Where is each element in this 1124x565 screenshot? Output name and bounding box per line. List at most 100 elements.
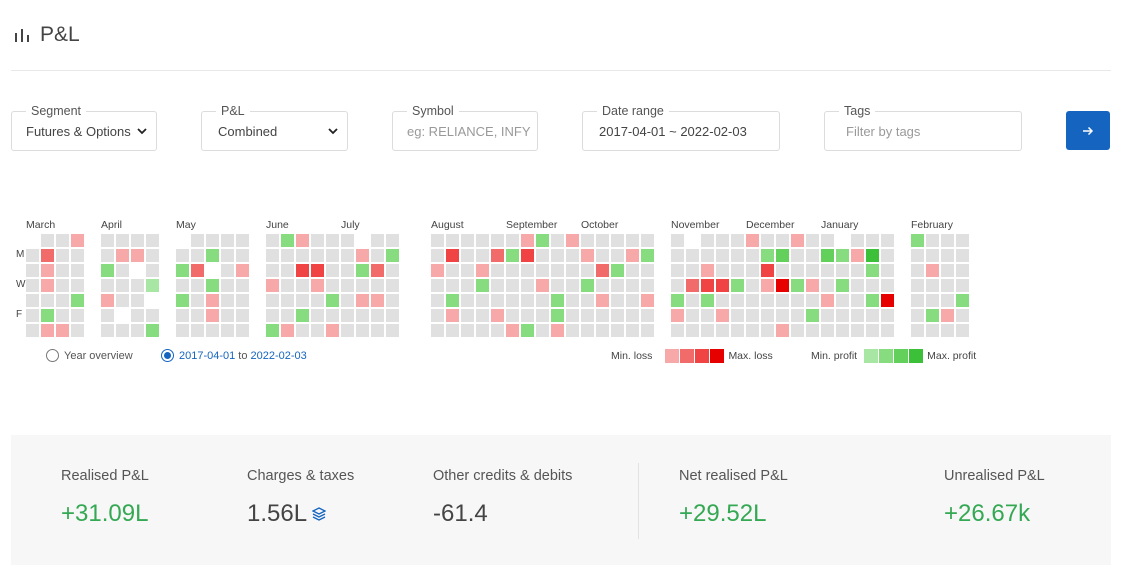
- heatmap-day-cell[interactable]: [956, 324, 969, 337]
- heatmap-day-cell[interactable]: [356, 324, 369, 337]
- heatmap-day-cell[interactable]: [386, 294, 399, 307]
- heatmap-day-cell[interactable]: [116, 264, 129, 277]
- heatmap-day-cell[interactable]: [776, 324, 789, 337]
- heatmap-day-cell[interactable]: [371, 249, 384, 262]
- heatmap-day-cell[interactable]: [311, 249, 324, 262]
- heatmap-day-cell[interactable]: [491, 324, 504, 337]
- heatmap-day-cell[interactable]: [131, 324, 144, 337]
- heatmap-day-cell[interactable]: [536, 294, 549, 307]
- heatmap-day-cell[interactable]: [281, 309, 294, 322]
- heatmap-day-cell[interactable]: [446, 324, 459, 337]
- heatmap-day-cell[interactable]: [281, 279, 294, 292]
- heatmap-day-cell[interactable]: [41, 234, 54, 247]
- heatmap-day-cell[interactable]: [776, 294, 789, 307]
- heatmap-day-cell[interactable]: [101, 249, 114, 262]
- heatmap-day-cell[interactable]: [446, 264, 459, 277]
- heatmap-day-cell[interactable]: [566, 279, 579, 292]
- heatmap-day-cell[interactable]: [431, 249, 444, 262]
- heatmap-day-cell[interactable]: [146, 309, 159, 322]
- submit-button[interactable]: [1066, 111, 1110, 150]
- heatmap-day-cell[interactable]: [806, 264, 819, 277]
- heatmap-day-cell[interactable]: [806, 294, 819, 307]
- heatmap-day-cell[interactable]: [476, 294, 489, 307]
- heatmap-day-cell[interactable]: [686, 264, 699, 277]
- heatmap-day-cell[interactable]: [686, 294, 699, 307]
- heatmap-day-cell[interactable]: [956, 294, 969, 307]
- heatmap-day-cell[interactable]: [236, 324, 249, 337]
- heatmap-day-cell[interactable]: [671, 309, 684, 322]
- heatmap-day-cell[interactable]: [716, 249, 729, 262]
- heatmap-day-cell[interactable]: [191, 294, 204, 307]
- heatmap-day-cell[interactable]: [311, 279, 324, 292]
- heatmap-day-cell[interactable]: [476, 249, 489, 262]
- heatmap-day-cell[interactable]: [881, 249, 894, 262]
- heatmap-day-cell[interactable]: [671, 294, 684, 307]
- heatmap-day-cell[interactable]: [191, 309, 204, 322]
- heatmap-day-cell[interactable]: [911, 309, 924, 322]
- heatmap-day-cell[interactable]: [881, 309, 894, 322]
- heatmap-day-cell[interactable]: [776, 249, 789, 262]
- heatmap-day-cell[interactable]: [836, 249, 849, 262]
- heatmap-day-cell[interactable]: [581, 264, 594, 277]
- heatmap-day-cell[interactable]: [686, 279, 699, 292]
- heatmap-day-cell[interactable]: [581, 324, 594, 337]
- heatmap-day-cell[interactable]: [866, 264, 879, 277]
- heatmap-day-cell[interactable]: [731, 324, 744, 337]
- heatmap-day-cell[interactable]: [731, 249, 744, 262]
- heatmap-day-cell[interactable]: [626, 309, 639, 322]
- heatmap-day-cell[interactable]: [431, 309, 444, 322]
- heatmap-day-cell[interactable]: [461, 249, 474, 262]
- heatmap-day-cell[interactable]: [146, 324, 159, 337]
- layers-icon[interactable]: [312, 507, 327, 521]
- heatmap-day-cell[interactable]: [611, 234, 624, 247]
- heatmap-day-cell[interactable]: [851, 309, 864, 322]
- heatmap-day-cell[interactable]: [956, 309, 969, 322]
- heatmap-day-cell[interactable]: [281, 264, 294, 277]
- heatmap-day-cell[interactable]: [431, 294, 444, 307]
- heatmap-day-cell[interactable]: [791, 249, 804, 262]
- heatmap-day-cell[interactable]: [191, 279, 204, 292]
- heatmap-day-cell[interactable]: [221, 234, 234, 247]
- heatmap-day-cell[interactable]: [56, 309, 69, 322]
- heatmap-day-cell[interactable]: [356, 264, 369, 277]
- heatmap-day-cell[interactable]: [701, 279, 714, 292]
- heatmap-day-cell[interactable]: [191, 234, 204, 247]
- heatmap-day-cell[interactable]: [521, 234, 534, 247]
- heatmap-day-cell[interactable]: [926, 279, 939, 292]
- heatmap-day-cell[interactable]: [476, 264, 489, 277]
- heatmap-day-cell[interactable]: [116, 279, 129, 292]
- heatmap-day-cell[interactable]: [716, 279, 729, 292]
- heatmap-day-cell[interactable]: [731, 279, 744, 292]
- heatmap-day-cell[interactable]: [746, 264, 759, 277]
- heatmap-day-cell[interactable]: [866, 249, 879, 262]
- heatmap-day-cell[interactable]: [596, 249, 609, 262]
- heatmap-day-cell[interactable]: [641, 294, 654, 307]
- heatmap-day-cell[interactable]: [206, 309, 219, 322]
- heatmap-day-cell[interactable]: [116, 294, 129, 307]
- heatmap-day-cell[interactable]: [716, 309, 729, 322]
- heatmap-day-cell[interactable]: [71, 264, 84, 277]
- heatmap-day-cell[interactable]: [326, 324, 339, 337]
- heatmap-day-cell[interactable]: [191, 264, 204, 277]
- heatmap-day-cell[interactable]: [131, 294, 144, 307]
- heatmap-day-cell[interactable]: [71, 294, 84, 307]
- heatmap-day-cell[interactable]: [101, 234, 114, 247]
- heatmap-day-cell[interactable]: [116, 324, 129, 337]
- heatmap-day-cell[interactable]: [776, 279, 789, 292]
- heatmap-day-cell[interactable]: [536, 234, 549, 247]
- heatmap-day-cell[interactable]: [761, 234, 774, 247]
- heatmap-day-cell[interactable]: [506, 279, 519, 292]
- heatmap-day-cell[interactable]: [266, 249, 279, 262]
- heatmap-day-cell[interactable]: [116, 234, 129, 247]
- heatmap-day-cell[interactable]: [611, 309, 624, 322]
- heatmap-day-cell[interactable]: [881, 324, 894, 337]
- heatmap-day-cell[interactable]: [506, 234, 519, 247]
- heatmap-day-cell[interactable]: [746, 279, 759, 292]
- heatmap-day-cell[interactable]: [761, 279, 774, 292]
- heatmap-day-cell[interactable]: [221, 264, 234, 277]
- heatmap-day-cell[interactable]: [476, 324, 489, 337]
- heatmap-day-cell[interactable]: [626, 294, 639, 307]
- heatmap-day-cell[interactable]: [641, 249, 654, 262]
- heatmap-day-cell[interactable]: [746, 324, 759, 337]
- heatmap-day-cell[interactable]: [911, 264, 924, 277]
